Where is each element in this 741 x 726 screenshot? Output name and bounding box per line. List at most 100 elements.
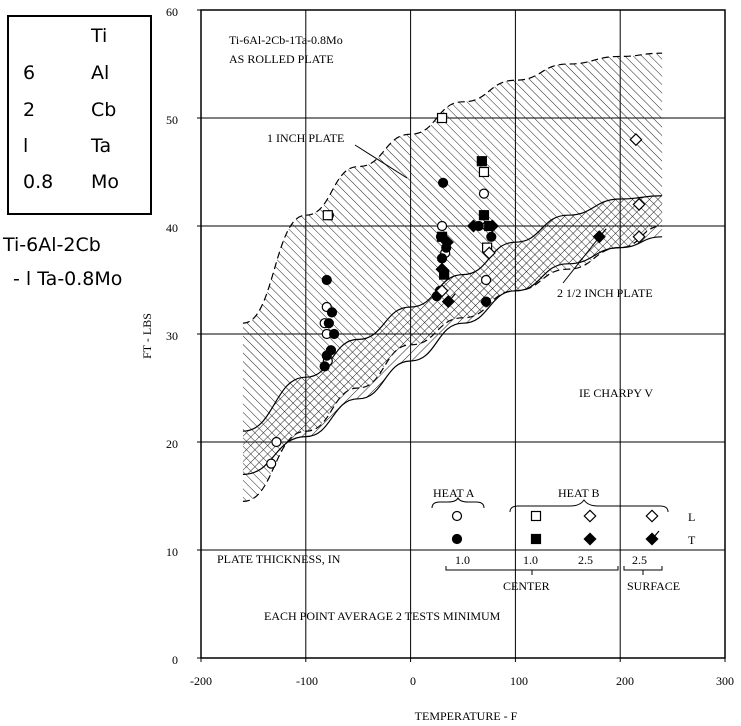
legend-center: CENTER	[503, 579, 550, 593]
alloy-name-line1: Ti-6Al-2Cb	[3, 234, 101, 256]
band-leader-1inch	[354, 144, 408, 179]
composition-row: Ti	[9, 25, 150, 55]
band-upper-edge	[242, 195, 663, 432]
legend-thick-b1: 1.0	[523, 553, 538, 567]
legend-brace-center	[445, 566, 619, 575]
annotation-condition: AS ROLLED PLATE	[229, 52, 334, 66]
y-tick-label: 60	[166, 5, 178, 19]
data-point	[482, 246, 496, 260]
data-point	[271, 436, 282, 448]
data-point	[478, 210, 490, 221]
data-point	[478, 188, 490, 199]
legend-markers	[451, 509, 660, 546]
y-tick-label: 40	[166, 221, 178, 235]
composition-amount: l	[23, 135, 29, 157]
composition-row: l Ta	[9, 135, 150, 165]
data-point	[485, 219, 499, 233]
composition-element: Ta	[91, 135, 112, 157]
composition-row: 0.8 Mo	[9, 171, 150, 201]
legend-thick-b3: 2.5	[632, 553, 647, 567]
marker-flag	[449, 293, 456, 300]
legend-heat-a: HEAT A	[433, 486, 475, 500]
data-point	[480, 296, 492, 307]
legend-brace-heat-a	[431, 496, 485, 509]
composition-row: 2 Cb	[9, 99, 150, 129]
data-point	[436, 112, 448, 124]
y-axis-label: FT - LBS	[140, 313, 154, 359]
data-point	[326, 307, 338, 318]
data-point	[592, 230, 606, 244]
y-tick-label: 30	[166, 329, 178, 343]
data-point	[629, 133, 643, 147]
data-point	[632, 197, 646, 211]
composition-element: Mo	[91, 171, 120, 193]
y-tick-label: 20	[166, 437, 178, 451]
legend-row-l: L	[688, 510, 695, 524]
data-point	[486, 231, 497, 242]
legend-heat-b: HEAT B	[558, 486, 599, 500]
legend-marker	[530, 533, 542, 545]
data-point	[480, 274, 492, 286]
x-tick-label: 0	[410, 674, 416, 688]
alloy-name-line2: - l Ta-0.8Mo	[13, 268, 123, 290]
x-tick-label: 100	[510, 674, 528, 688]
composition-amount: 2	[23, 99, 36, 121]
data-point	[632, 230, 646, 244]
data-point	[436, 253, 448, 264]
data-point	[435, 262, 449, 276]
composition-box: Ti 6 Al 2 Cb l Ta 0.8 Mo	[7, 15, 152, 215]
data-points	[266, 112, 646, 469]
y-tick-label: 10	[166, 545, 178, 559]
data-point	[319, 361, 330, 372]
data-point	[322, 210, 333, 221]
annotation-alloy: Ti-6Al-2Cb-1Ta-0.8Mo	[229, 33, 343, 47]
annotation-thickness: PLATE THICKNESS, IN	[217, 552, 341, 566]
x-tick-label: 300	[716, 674, 734, 688]
composition-amount: 0.8	[23, 171, 54, 193]
legend-row-t: T	[688, 533, 696, 547]
data-point	[435, 284, 449, 298]
legend-brace-heat-b	[509, 499, 669, 513]
legend-thick-b2: 2.5	[578, 553, 593, 567]
scatter-bands	[242, 52, 663, 502]
data-point	[437, 177, 449, 188]
data-point	[466, 219, 481, 233]
legend: HEAT A HEAT B L T 1.0 1.0 2.5 2.5 CENTER…	[431, 486, 696, 593]
legend-marker	[645, 509, 659, 523]
data-point	[440, 235, 454, 249]
legend-marker	[451, 510, 463, 522]
marker-flag	[653, 530, 660, 538]
x-tick-label: 200	[616, 674, 634, 688]
y-tick-label: 0	[172, 653, 178, 667]
composition-element: Al	[91, 62, 110, 84]
legend-surface: SURFACE	[627, 579, 680, 593]
legend-marker	[530, 510, 542, 522]
x-axis-label: TEMPERATURE - F	[415, 709, 518, 723]
composition-row: 6 Al	[9, 62, 150, 92]
legend-brace-surface	[623, 566, 663, 575]
band-label-1inch: 1 INCH PLATE	[267, 131, 344, 145]
axes	[197, 9, 726, 662]
band-label-2-5inch: 2 1/2 INCH PLATE	[557, 286, 653, 300]
y-tick-label: 50	[166, 113, 178, 127]
legend-marker	[583, 509, 597, 523]
composition-element: Ti	[91, 25, 108, 47]
x-tick-label: -200	[190, 674, 212, 688]
data-point	[325, 345, 337, 356]
data-point	[321, 274, 332, 286]
data-point	[476, 156, 487, 167]
legend-marker	[583, 532, 597, 546]
annotation-note: EACH POINT AVERAGE 2 TESTS MINIMUM	[264, 609, 501, 623]
band-leader-2-5inch	[562, 239, 598, 284]
legend-thick-a: 1.0	[455, 553, 470, 567]
annotation-test: IE CHARPY V	[579, 386, 653, 400]
data-point	[436, 220, 448, 232]
composition-element: Cb	[91, 99, 117, 121]
legend-marker	[451, 533, 463, 545]
data-point	[478, 166, 490, 178]
data-point	[328, 328, 340, 340]
band-lower-edge	[242, 236, 663, 475]
x-tick-label: -100	[296, 674, 318, 688]
marker-flag	[600, 228, 607, 236]
